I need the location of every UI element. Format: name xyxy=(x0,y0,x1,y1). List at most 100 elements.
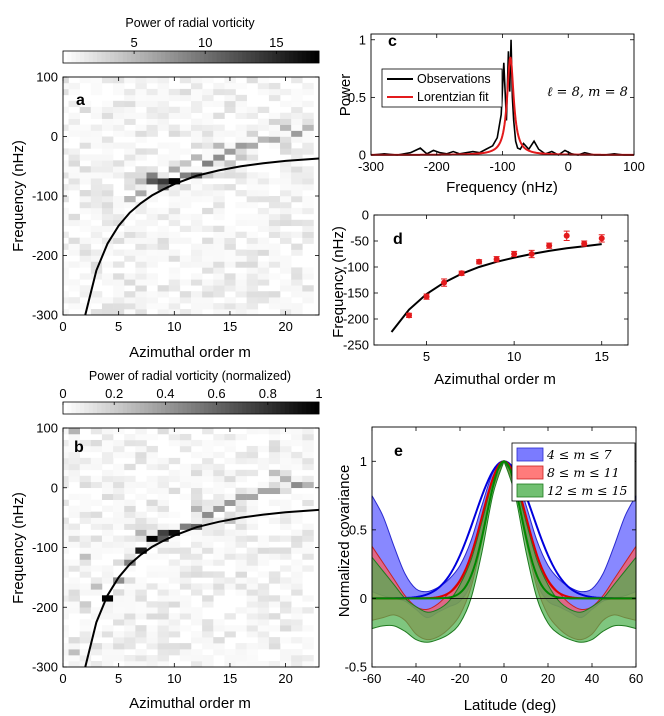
heatmap-cell xyxy=(257,589,270,596)
heatmap-cell xyxy=(179,547,192,554)
heatmap-cell xyxy=(268,213,281,221)
heatmap-cell xyxy=(68,463,80,471)
heatmap-cell xyxy=(224,243,236,250)
heatmap-cell xyxy=(302,451,314,459)
colorbar-segment xyxy=(105,51,111,63)
heatmap-cell xyxy=(146,655,158,662)
colorbar-segment xyxy=(242,402,247,414)
heatmap-cell xyxy=(179,297,192,304)
heatmap-cell xyxy=(191,661,203,668)
heatmap-cell xyxy=(302,291,314,298)
heatmap-cell xyxy=(202,661,214,668)
heatmap-cell xyxy=(268,535,281,542)
heatmap-cell xyxy=(268,207,281,215)
model-curve xyxy=(84,508,320,668)
heatmap-cell xyxy=(268,261,281,268)
panel-e: -60 -40 -20 0 20 40 60-0.500.51 e 4 ≤ m ≤ 7 8 … xyxy=(336,426,643,714)
heatmap-cell xyxy=(157,213,170,221)
heatmap-cell xyxy=(101,261,114,268)
heatmap-cell xyxy=(268,577,281,584)
heatmap-cell xyxy=(146,535,158,542)
heatmap-cell xyxy=(157,428,170,435)
heatmap-cell xyxy=(135,190,147,197)
heatmap-cell xyxy=(257,643,270,650)
heatmap-cell xyxy=(90,261,103,268)
heatmap-cell xyxy=(224,261,236,268)
heatmap-cell xyxy=(191,82,203,90)
heatmap-cell xyxy=(213,172,225,179)
heatmap-cell xyxy=(168,565,181,572)
x-tick-label: 5 xyxy=(115,671,122,686)
heatmap-cell xyxy=(280,124,292,131)
heatmap-cell xyxy=(79,124,92,131)
heatmap-cell xyxy=(113,160,125,167)
y-tick-label: -250 xyxy=(343,338,369,353)
heatmap-cell xyxy=(157,589,170,596)
heatmap-cell xyxy=(257,625,270,632)
colorbar-segment xyxy=(267,51,273,63)
heatmap-cell xyxy=(135,243,147,250)
heatmap-cell xyxy=(146,625,158,632)
heatmap-cell xyxy=(79,565,92,572)
heatmap-cell xyxy=(280,279,292,286)
heatmap-cell xyxy=(280,481,292,489)
heatmap-cell xyxy=(291,267,303,274)
observations-line xyxy=(370,39,634,156)
heatmap-cell xyxy=(168,112,181,119)
colorbar-segment xyxy=(263,51,269,63)
heatmap-cell xyxy=(268,643,281,650)
heatmap-cell xyxy=(224,184,236,191)
xlabel-c: Frequency (nHz) xyxy=(446,179,558,196)
heatmap-cell xyxy=(235,433,247,441)
colorbar-segment xyxy=(186,402,192,414)
heatmap-cell xyxy=(191,196,203,203)
heatmap-cell xyxy=(224,445,236,453)
heatmap-cell xyxy=(268,196,281,203)
heatmap-cell xyxy=(168,201,181,209)
heatmap-cell xyxy=(79,196,92,203)
heatmap-cell xyxy=(90,523,103,530)
heatmap-cell xyxy=(202,631,214,638)
heatmap-cell xyxy=(146,213,158,221)
heatmap-cell xyxy=(213,469,225,477)
heatmap-cell xyxy=(280,439,292,447)
heatmap-cell xyxy=(79,505,92,512)
heatmap-cell xyxy=(246,142,259,149)
heatmap-cell xyxy=(146,190,158,197)
heatmap-cell xyxy=(157,118,170,125)
heatmap-cell xyxy=(202,625,214,632)
heatmap-cell xyxy=(124,523,136,530)
heatmap-cell xyxy=(224,231,236,238)
heatmap-cell xyxy=(168,184,181,191)
y-tick-label: 1 xyxy=(360,454,367,469)
heatmap-cell xyxy=(202,547,214,554)
heatmap-cell xyxy=(246,297,259,304)
heatmap-cell xyxy=(68,445,80,453)
heatmap-cell xyxy=(213,517,225,524)
heatmap-cell xyxy=(146,553,158,560)
heatmap-cell xyxy=(213,559,225,566)
heatmap-cell xyxy=(179,649,192,656)
heatmap-cell xyxy=(191,166,203,173)
heatmap-cell xyxy=(280,255,292,262)
heatmap-cell xyxy=(135,100,147,108)
heatmap-cell xyxy=(291,106,303,113)
heatmap-cell xyxy=(79,77,92,84)
heatmap-cell xyxy=(146,475,158,483)
heatmap-cell xyxy=(280,547,292,554)
colorbar-segment xyxy=(122,51,128,63)
heatmap-cell xyxy=(168,571,181,578)
heatmap-cell xyxy=(135,172,147,179)
colorbar-segment xyxy=(114,51,119,63)
heatmap-cell xyxy=(268,231,281,238)
heatmap-cell xyxy=(113,303,125,310)
heatmap-cell xyxy=(191,255,203,262)
heatmap-cell xyxy=(124,607,136,614)
heatmap-cell xyxy=(213,154,225,161)
heatmap-cell xyxy=(135,595,147,602)
heatmap-cell xyxy=(63,547,69,554)
heatmap-cell xyxy=(90,184,103,191)
heatmap-cell xyxy=(179,613,192,620)
heatmap-cell xyxy=(79,237,92,244)
